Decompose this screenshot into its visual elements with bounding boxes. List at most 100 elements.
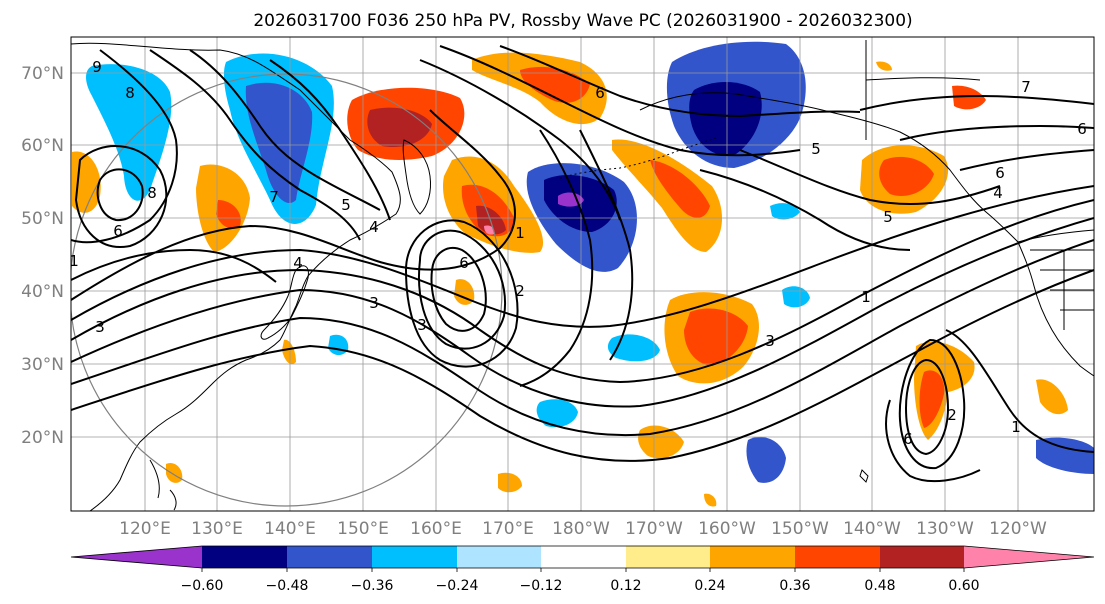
pos-anomaly-region: [498, 472, 522, 493]
contour-line: [71, 248, 277, 283]
pos-anomaly-core: [684, 308, 748, 366]
colorbar-extend-high: [964, 546, 1094, 568]
contour-line: [71, 49, 178, 244]
pos-anomaly-region: [704, 493, 717, 507]
colorbar-segment: [372, 546, 457, 568]
contour-line: [71, 217, 1094, 408]
colorbar-tick-label: 0.36: [779, 578, 810, 594]
contour-line: [898, 338, 966, 470]
map-area: 9 8 8 7 6 5 4 4 3 3 3 2 1 6 6 5 6 7 6 6 …: [71, 37, 1094, 511]
contour-line: [71, 109, 516, 301]
pos-anomaly-core: [650, 160, 710, 218]
contour-label: 3: [369, 294, 379, 312]
contour-label: 7: [269, 188, 279, 206]
neg-anomaly-region: [1036, 437, 1094, 474]
contour-line: [404, 219, 519, 368]
lon-label-140w: 140°W: [843, 519, 901, 539]
contour-line: [959, 149, 1094, 171]
pos-anomaly-region: [282, 339, 296, 365]
contour-line: [859, 94, 1094, 111]
lon-label-130w: 130°W: [916, 519, 974, 539]
colorbar-tick-label: −0.12: [520, 578, 563, 594]
lat-label-30n: 30°N: [21, 355, 64, 375]
contour-label: 6: [459, 254, 469, 272]
lat-label-20n: 20°N: [21, 428, 64, 448]
contour-label: 3: [95, 318, 105, 336]
colorbar-tick-label: −0.24: [436, 578, 479, 594]
contour-label: 2: [947, 406, 957, 424]
kamchatka-coastline: [402, 139, 431, 215]
alaska-coastline: [639, 92, 1019, 243]
contour-label: 2: [515, 282, 525, 300]
lat-label-70n: 70°N: [21, 64, 64, 84]
colorbar-tick-label: −0.60: [181, 578, 224, 594]
reference-circle: [71, 73, 503, 507]
contour-label: 1: [861, 288, 871, 306]
colorbar-segment: [880, 546, 964, 568]
contour-label: 7: [1021, 78, 1031, 96]
contour-line: [189, 49, 381, 211]
colorbar-segment: [457, 546, 541, 568]
colorbar-tick-labels: −0.60 −0.48 −0.36 −0.24 −0.12 0.12 0.24 …: [181, 578, 980, 594]
pos-anomaly-region: [612, 139, 723, 252]
aleutian-islands: [559, 137, 717, 179]
contour-label: 3: [765, 332, 775, 350]
neg-anomaly-core: [689, 81, 762, 156]
japan-coastline: [260, 265, 309, 340]
contour-line: [419, 59, 621, 221]
contour-line: [71, 269, 1094, 462]
us-state-borders: [1030, 249, 1094, 330]
colorbar-segment: [202, 546, 287, 568]
contour-lines: [71, 45, 1094, 483]
contour-line: [899, 124, 1094, 141]
philippines-islands: [149, 459, 177, 511]
contour-line: [269, 59, 391, 221]
contour-line: [71, 185, 1094, 328]
pos-anomaly-region: [952, 85, 986, 110]
colorbar-extend-low: [71, 546, 202, 568]
contour-line: [149, 49, 361, 241]
contour-label: 6: [1077, 120, 1087, 138]
map-title: 2026031700 F036 250 hPa PV, Rossby Wave …: [253, 11, 912, 31]
lon-label-170e: 170°E: [482, 519, 534, 539]
lat-label-40n: 40°N: [21, 282, 64, 302]
lon-label-150w: 150°W: [771, 519, 829, 539]
colorbar-tick-label: 0.60: [948, 578, 979, 594]
pos-anomaly-region: [1036, 379, 1068, 415]
colorbar-segment: [710, 546, 795, 568]
colorbar-ticks: [201, 568, 965, 572]
lon-label-140e: 140°E: [264, 519, 316, 539]
lon-label-120e: 120°E: [119, 519, 171, 539]
neg-anomaly-region: [770, 203, 800, 220]
pos-anomaly-core: [919, 370, 945, 428]
lat-label-50n: 50°N: [21, 209, 64, 229]
contour-line: [71, 239, 1094, 437]
contour-line: [945, 329, 1094, 453]
lon-label-180: 180°W: [552, 519, 610, 539]
contour-line: [904, 358, 950, 456]
pos-anomaly-core: [216, 200, 241, 229]
contour-label: 5: [341, 196, 351, 214]
colorbar-segment: [795, 546, 880, 568]
contour-label: 4: [369, 218, 379, 236]
lon-label-130e: 130°E: [191, 519, 243, 539]
lon-label-160e: 160°E: [410, 519, 462, 539]
latitude-labels: 70°N 60°N 50°N 40°N 30°N 20°N: [21, 64, 64, 448]
lat-label-60n: 60°N: [21, 136, 64, 156]
longitude-labels: 120°E 130°E 140°E 150°E 160°E 170°E 180°…: [119, 519, 1047, 539]
contour-line: [579, 129, 634, 361]
neg-anomaly-region: [746, 436, 786, 483]
contour-line: [499, 45, 861, 118]
contour-label: 9: [92, 58, 102, 76]
contour-label: 8: [147, 184, 157, 202]
contour-line: [418, 229, 507, 350]
lon-label-170w: 170°W: [625, 519, 683, 539]
contour-label: 5: [883, 208, 893, 226]
contour-line: [96, 168, 144, 222]
colorbar-tick-label: 0.12: [610, 578, 641, 594]
colorbar-segment: [626, 546, 710, 568]
contour-label: 4: [993, 184, 1003, 202]
contour-label: 6: [113, 222, 123, 240]
hawaii-islands: [859, 469, 869, 483]
